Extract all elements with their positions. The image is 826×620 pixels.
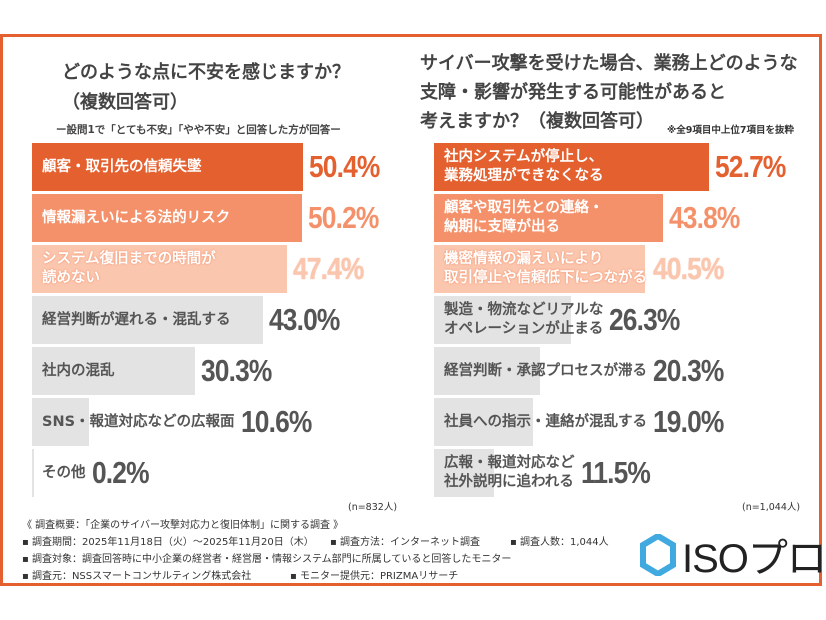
bar-category-label: SNS・報道対応などの広報面 (42, 398, 235, 446)
category-text: 顧客・取引先の信頼失墜 (42, 158, 202, 175)
hexagon-logo-icon (640, 534, 676, 576)
bar (32, 245, 287, 293)
bar-category-label: その他 (42, 449, 86, 497)
category-text: 社員への指示・連絡が混乱する (444, 413, 647, 430)
category-text: 社内の混乱 (42, 362, 115, 379)
footer-overview: 《 調査概要：「企業のサイバー攻撃対応力と復旧体制」に関する調査 》 (22, 520, 344, 531)
category-text: 製造・物流などリアルな オペレーションが止まる (444, 302, 604, 337)
bar (32, 449, 34, 497)
bar-category-label: 経営判断・承認プロセスが滞る (444, 347, 647, 395)
category-text: システム復旧までの時間が 読めない (42, 251, 216, 286)
category-text: SNS・報道対応などの広報面 (42, 413, 235, 430)
left-title-line1: どのような点に不安を感じますか？ (62, 62, 350, 83)
left-sample-size: (n=832人) (348, 502, 398, 513)
bar-value-label: 47.4% (293, 251, 364, 286)
bar-category-label: 顧客・取引先の信頼失墜 (42, 143, 202, 191)
bar (32, 296, 264, 344)
bar (434, 245, 646, 293)
footer-count: ▪ 調査人数：1,044人 (510, 537, 609, 548)
bar-category-label: 広報・報道対応など 社外説明に追われる (444, 449, 575, 497)
category-text: 機密情報の漏えいにより 取引停止や信頼低下につながる (444, 251, 647, 286)
category-text: その他 (42, 464, 86, 481)
category-text: 経営判断が遅れる・混乱する (42, 311, 231, 328)
right-title-line3: 考えますか？（複数回答可） (420, 111, 654, 132)
bar (32, 194, 303, 242)
footer-source: ▪ 調査元：NSSスマートコンサルティング株式会社 (22, 571, 252, 582)
bar-category-label: 製造・物流などリアルな オペレーションが止まる (444, 296, 603, 344)
bar (434, 296, 572, 344)
category-text: 情報漏えいによる法的リスク (42, 209, 231, 226)
bar-value-label: 43.8% (668, 200, 740, 235)
right-title-line2: 支障・影響が発生する可能性があると (420, 82, 726, 103)
bar-category-label: 社内システムが停止し、 業務処理ができなくなる (444, 143, 604, 191)
bar (32, 347, 195, 395)
right-sample-size: (n=1,044人) (742, 502, 801, 513)
bar-value-label: 52.7% (715, 149, 786, 184)
category-text: 顧客や取引先との連絡・ 納期に支障が出る (444, 200, 604, 235)
bar-value-label: 0.2% (91, 455, 150, 490)
category-text: 社内システムが停止し、 業務処理ができなくなる (444, 149, 604, 184)
bar-category-label: 情報漏えいによる法的リスク (42, 194, 230, 242)
bar (434, 398, 534, 446)
bar-value-label: 19.0% (653, 404, 724, 439)
bar (32, 398, 90, 446)
bar-value-label: 10.6% (240, 404, 312, 439)
bar (434, 194, 663, 242)
isopro-logo: ISOプロ (640, 526, 826, 584)
bar-category-label: 社内の混乱 (42, 347, 115, 395)
bar-value-label: 20.3% (653, 353, 724, 388)
category-text: 経営判断・承認プロセスが滞る (444, 362, 647, 379)
bar-category-label: 顧客や取引先との連絡・ 納期に支障が出る (444, 194, 603, 242)
bar-category-label: 機密情報の漏えいにより 取引停止や信頼低下につながる (444, 245, 647, 293)
bar-value-label: 11.5% (580, 455, 651, 490)
category-text: 広報・報道対応など 社外説明に追われる (444, 455, 575, 490)
left-title-line2: （複数回答可） (62, 92, 188, 113)
footer-target: ▪ 調査対象：調査回答時に中小企業の経営者・経営層・情報システム部門に所属してい… (22, 554, 512, 565)
left-subtitle: ー設問1で「とても不安」「やや不安」と回答した方が回答ー (56, 124, 341, 136)
bar-category-label: 経営判断が遅れる・混乱する (42, 296, 231, 344)
right-title-line1: サイバー攻撃を受けた場合、業務上どのような (420, 53, 798, 74)
bar (434, 449, 495, 497)
footer-method: ▪ 調査方法：インターネット調査 (330, 537, 480, 548)
bar-value-label: 40.5% (653, 251, 724, 286)
bar (32, 143, 304, 191)
bar-value-label: 43.0% (269, 302, 340, 337)
bar-value-label: 50.2% (308, 200, 379, 235)
right-note: ※全9項目中上位7項目を抜粋 (667, 125, 794, 136)
footer-provider: ▪ モニター提供元：PRIZMAリサーチ (290, 571, 459, 582)
bar-category-label: システム復旧までの時間が 読めない (42, 245, 216, 293)
bar-value-label: 26.3% (609, 302, 680, 337)
bar-category-label: 社員への指示・連絡が混乱する (444, 398, 647, 446)
bar-value-label: 30.3% (201, 353, 272, 388)
footer-period: ▪ 調査期間：2025年11月18日（火）～2025年11月20日（木） (22, 537, 314, 548)
logo-text: ISOプロ (682, 537, 826, 581)
bar (434, 143, 710, 191)
bar (434, 347, 540, 395)
bar-value-label: 50.4% (309, 149, 380, 184)
